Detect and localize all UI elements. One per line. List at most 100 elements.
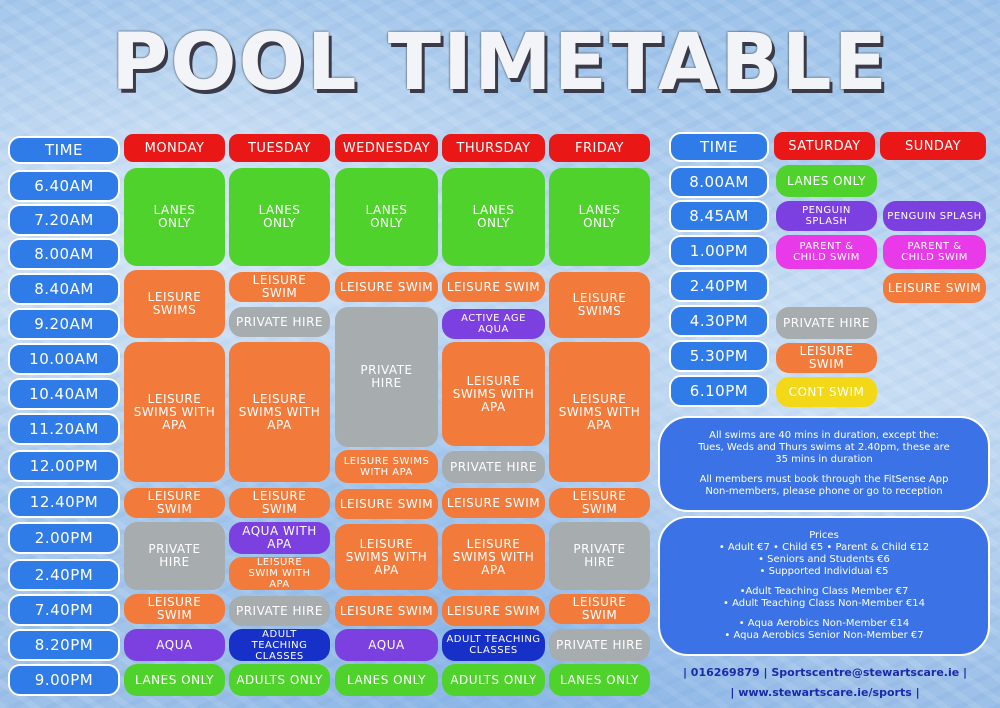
friday-leisure-swims: LEISURE SWIMS bbox=[549, 272, 650, 338]
day-header-wednesday: WEDNESDAY bbox=[335, 134, 438, 162]
weekday-time-0: 6.40AM bbox=[8, 170, 120, 202]
prices-box: Prices • Adult €7 • Child €5 • Parent & … bbox=[658, 516, 990, 656]
friday-leisure-swim-midday: LEISURE SWIM bbox=[549, 488, 650, 518]
wednesday-leisure-swims-apa-afternoon: LEISURE SWIMS WITH APA bbox=[335, 524, 438, 590]
day-header-sunday: SUNDAY bbox=[880, 132, 986, 160]
thursday-active-age-aqua: ACTIVE AGE AQUA bbox=[442, 309, 545, 339]
tuesday-leisure-swim: LEISURE SWIM bbox=[229, 272, 330, 302]
friday-private-hire-evening: PRIVATE HIRE bbox=[549, 629, 650, 661]
saturday-private-hire: PRIVATE HIRE bbox=[776, 307, 877, 339]
price-line: • Seniors and Students €6 bbox=[758, 554, 890, 565]
weekday-time-7: 11.20AM bbox=[8, 413, 120, 445]
sunday-parent-child-swim: PARENT & CHILD SWIM bbox=[883, 235, 986, 269]
price-line: • Aqua Aerobics Senior Non-Member €7 bbox=[724, 630, 924, 641]
thursday-lanes-only: LANES ONLY bbox=[442, 168, 545, 266]
tuesday-private-hire-evening: PRIVATE HIRE bbox=[229, 596, 330, 626]
weekday-time-4: 9.20AM bbox=[8, 308, 120, 340]
prices-heading: Prices bbox=[809, 530, 839, 541]
thursday-adults-only: ADULTS ONLY bbox=[442, 664, 545, 696]
wednesday-private-hire: PRIVATE HIRE bbox=[335, 307, 438, 447]
weekday-time-11: 2.40PM bbox=[8, 559, 120, 591]
weekday-time-9: 12.40PM bbox=[8, 486, 120, 518]
saturday-penguin-splash: PENGUIN SPLASH bbox=[776, 201, 877, 231]
info-line: Tues, Weds and Thurs swims at 2.40pm, th… bbox=[698, 442, 950, 453]
wednesday-leisure-swim-evening: LEISURE SWIM bbox=[335, 596, 438, 626]
weekday-time-12: 7.40PM bbox=[8, 594, 120, 626]
monday-private-hire: PRIVATE HIRE bbox=[124, 522, 225, 590]
info-line: Non-members, please phone or go to recep… bbox=[705, 486, 943, 497]
sunday-penguin-splash: PENGUIN SPLASH bbox=[883, 201, 986, 231]
weekday-time-10: 2.00PM bbox=[8, 522, 120, 554]
tuesday-adult-teaching-classes: ADULT TEACHING CLASSES bbox=[229, 629, 330, 661]
tuesday-lanes-only: LANES ONLY bbox=[229, 168, 330, 266]
wednesday-leisure-swims-apa: LEISURE SWIMS WITH APA bbox=[335, 450, 438, 483]
saturday-lanes-only: LANES ONLY bbox=[776, 165, 877, 197]
info-line: 35 mins in duration bbox=[775, 454, 873, 465]
day-header-thursday: THURSDAY bbox=[442, 134, 545, 162]
day-header-friday: FRIDAY bbox=[549, 134, 650, 162]
monday-aqua: AQUA bbox=[124, 629, 225, 661]
monday-leisure-swims: LEISURE SWIMS bbox=[124, 270, 225, 338]
thursday-leisure-swim-midday: LEISURE SWIM bbox=[442, 488, 545, 518]
contact-line-1[interactable]: | 016269879 | Sportscentre@stewartscare.… bbox=[682, 666, 968, 679]
thursday-leisure-swim: LEISURE SWIM bbox=[442, 272, 545, 302]
weekday-time-13: 8.20PM bbox=[8, 629, 120, 661]
price-line: • Aqua Aerobics Non-Member €14 bbox=[738, 618, 910, 629]
thursday-leisure-swims-apa-afternoon: LEISURE SWIMS WITH APA bbox=[442, 524, 545, 590]
weekday-time-1: 7.20AM bbox=[8, 204, 120, 236]
thursday-adult-teaching-classes: ADULT TEACHING CLASSES bbox=[442, 629, 545, 661]
tuesday-leisure-swim-with-apa: LEISURE SWIM WITH APA bbox=[229, 557, 330, 590]
tuesday-adults-only: ADULTS ONLY bbox=[229, 664, 330, 696]
wednesday-lanes-only-late: LANES ONLY bbox=[335, 664, 438, 696]
weekend-time-1: 8.45AM bbox=[669, 200, 769, 232]
monday-leisure-swim: LEISURE SWIM bbox=[124, 488, 225, 518]
sunday-leisure-swim: LEISURE SWIM bbox=[883, 273, 986, 303]
weekday-time-14: 9.00PM bbox=[8, 664, 120, 696]
tuesday-private-hire: PRIVATE HIRE bbox=[229, 307, 330, 337]
page-title: POOL TIMETABLE bbox=[111, 18, 889, 108]
price-line: • Adult Teaching Class Non-Member €14 bbox=[723, 598, 925, 609]
saturday-leisure-swim: LEISURE SWIM bbox=[776, 343, 877, 373]
thursday-leisure-swims-apa: LEISURE SWIMS WITH APA bbox=[442, 342, 545, 446]
monday-lanes-only-late: LANES ONLY bbox=[124, 664, 225, 696]
weekend-time-3: 2.40PM bbox=[669, 270, 769, 302]
weekday-time-6: 10.40AM bbox=[8, 378, 120, 410]
thursday-private-hire: PRIVATE HIRE bbox=[442, 451, 545, 483]
weekend-time-0: 8.00AM bbox=[669, 166, 769, 198]
info-line: All swims are 40 mins in duration, excep… bbox=[709, 430, 939, 441]
weekday-time-2: 8.00AM bbox=[8, 238, 120, 270]
day-header-monday: MONDAY bbox=[124, 134, 225, 162]
saturday-cont-swim: CONT SWIM bbox=[776, 377, 877, 407]
wednesday-lanes-only: LANES ONLY bbox=[335, 168, 438, 266]
wednesday-leisure-swim: LEISURE SWIM bbox=[335, 272, 438, 302]
monday-leisure-swim-evening: LEISURE SWIM bbox=[124, 594, 225, 624]
friday-private-hire: PRIVATE HIRE bbox=[549, 522, 650, 590]
tuesday-leisure-swims-apa: LEISURE SWIMS WITH APA bbox=[229, 342, 330, 482]
friday-leisure-swims-apa: LEISURE SWIMS WITH APA bbox=[549, 342, 650, 482]
day-header-tuesday: TUESDAY bbox=[229, 134, 330, 162]
price-line: • Supported Individual €5 bbox=[759, 566, 889, 577]
friday-lanes-only: LANES ONLY bbox=[549, 168, 650, 266]
weekend-time-2: 1.00PM bbox=[669, 235, 769, 267]
info-box: All swims are 40 mins in duration, excep… bbox=[658, 416, 990, 512]
info-line: All members must book through the FitSen… bbox=[699, 474, 949, 485]
tuesday-aqua-with-apa: AQUA WITH APA bbox=[229, 522, 330, 554]
wednesday-leisure-swim-midday: LEISURE SWIM bbox=[335, 489, 438, 519]
time-header: TIME bbox=[8, 136, 120, 164]
monday-leisure-swims-apa: LEISURE SWIMS WITH APA bbox=[124, 342, 225, 482]
friday-lanes-only-late: LANES ONLY bbox=[549, 664, 650, 696]
contact-line-2[interactable]: | www.stewartscare.ie/sports | bbox=[730, 686, 920, 699]
weekday-time-5: 10.00AM bbox=[8, 343, 120, 375]
wednesday-aqua: AQUA bbox=[335, 629, 438, 661]
weekend-time-6: 6.10PM bbox=[669, 375, 769, 407]
monday-lanes-only: LANES ONLY bbox=[124, 168, 225, 266]
friday-leisure-swim-evening: LEISURE SWIM bbox=[549, 594, 650, 624]
weekend-time-5: 5.30PM bbox=[669, 340, 769, 372]
thursday-leisure-swim-evening: LEISURE SWIM bbox=[442, 596, 545, 626]
day-header-saturday: SATURDAY bbox=[774, 132, 875, 160]
weekday-time-8: 12.00PM bbox=[8, 450, 120, 482]
weekday-time-3: 8.40AM bbox=[8, 273, 120, 305]
price-line: •Adult Teaching Class Member €7 bbox=[739, 586, 909, 597]
tuesday-leisure-swim-midday: LEISURE SWIM bbox=[229, 488, 330, 518]
saturday-parent-child-swim: PARENT & CHILD SWIM bbox=[776, 235, 877, 269]
